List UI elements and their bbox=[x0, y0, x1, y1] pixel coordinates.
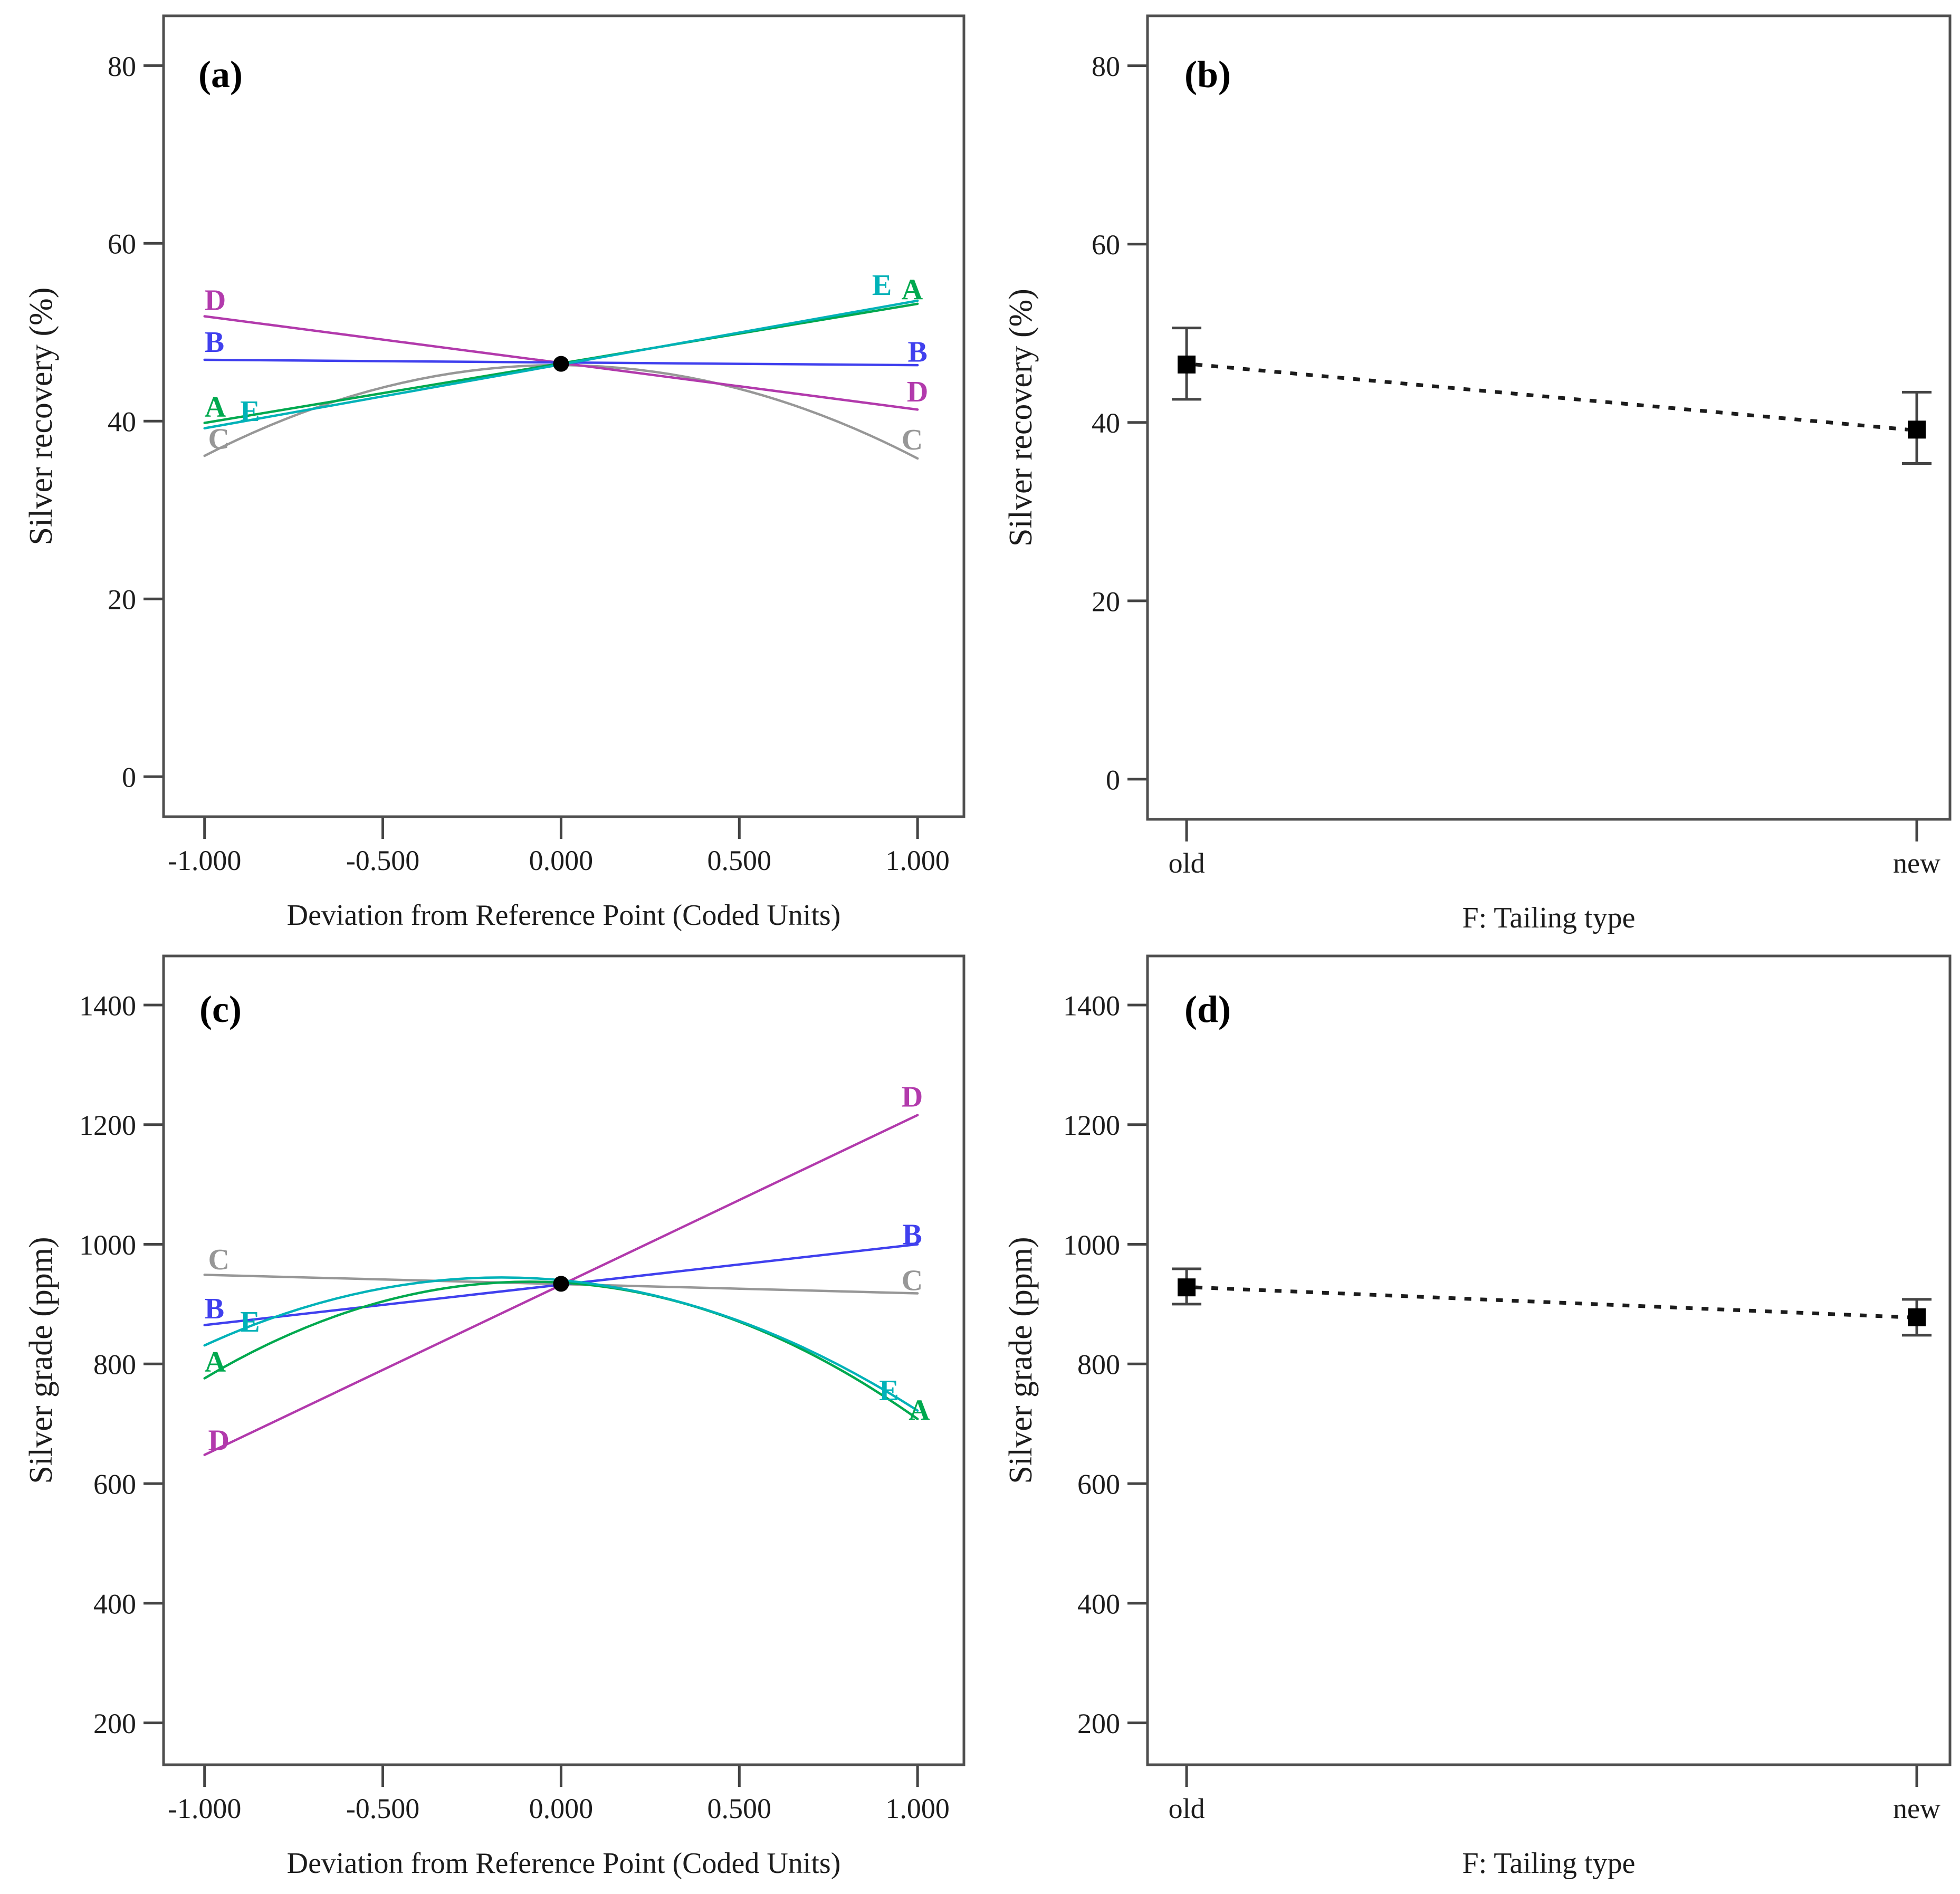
plot-border bbox=[162, 14, 965, 818]
x-axis-title: F: Tailing type bbox=[1462, 1847, 1636, 1880]
x-tick-label: -1.000 bbox=[168, 845, 241, 876]
connector-line bbox=[1195, 1285, 1908, 1319]
y-axis-title: Silver recovery (%) bbox=[1003, 289, 1039, 547]
x-tick-label: 1.000 bbox=[885, 845, 950, 876]
line-label-C: C bbox=[902, 424, 923, 456]
x-axis-title: Deviation from Reference Point (Coded Un… bbox=[287, 899, 841, 932]
series-line-C bbox=[203, 364, 919, 460]
connector-line bbox=[1195, 362, 1908, 432]
y-axis-title: Silver grade (ppm) bbox=[23, 1237, 59, 1484]
x-tick-label: 0.500 bbox=[707, 1793, 772, 1824]
panel-a: 0 20 40 60 80 -1.000 -0.500 0.000 0.500 1.000 Devi… bbox=[0, 0, 980, 947]
panel-letter: (b) bbox=[1184, 53, 1231, 95]
x-tick-label: 0.000 bbox=[529, 1793, 594, 1824]
y-tick-label: 80 bbox=[1092, 51, 1120, 82]
y-tick-label: 60 bbox=[1092, 229, 1120, 261]
y-tick-label: 600 bbox=[1077, 1469, 1120, 1500]
y-tick-label: 1000 bbox=[1063, 1229, 1120, 1261]
mean-marker bbox=[1908, 420, 1926, 439]
category-label: old bbox=[1169, 847, 1205, 879]
x-tick-label: -0.500 bbox=[346, 1793, 419, 1824]
y-tick-label: 1400 bbox=[79, 990, 136, 1021]
y-axis-title: Silver grade (ppm) bbox=[1003, 1237, 1039, 1484]
y-tick-label: 0 bbox=[1106, 764, 1120, 796]
line-label-D: D bbox=[902, 1080, 923, 1113]
line-label-E: E bbox=[240, 1306, 260, 1338]
center-point-dot bbox=[553, 356, 569, 372]
y-tick-label: 400 bbox=[1077, 1588, 1120, 1620]
line-label-D: D bbox=[205, 284, 226, 317]
line-label-B: B bbox=[205, 1293, 224, 1325]
panel-c: 200 400 600 800 1000 1200 1400 -1.000 -0.500 0.00… bbox=[0, 947, 980, 1894]
plot-border bbox=[1146, 14, 1952, 821]
category-label: new bbox=[1893, 1793, 1940, 1824]
chart-b: 0 20 40 60 80 old new F: Tailing type Silver rec… bbox=[1003, 14, 1952, 934]
chart-c: 200 400 600 800 1000 1200 1400 -1.000 -0.500 0.00… bbox=[23, 954, 965, 1880]
x-tick-label: 1.000 bbox=[885, 1793, 950, 1824]
x-axis-title: Deviation from Reference Point (Coded Un… bbox=[287, 1847, 841, 1880]
x-tick-label: 0.000 bbox=[529, 845, 594, 876]
y-tick-label: 200 bbox=[1077, 1708, 1120, 1739]
mean-marker bbox=[1908, 1308, 1926, 1326]
line-label-E: E bbox=[879, 1374, 898, 1407]
mean-marker bbox=[1178, 1278, 1196, 1297]
y-tick-label: 1000 bbox=[79, 1229, 136, 1261]
panel-letter: (c) bbox=[199, 988, 242, 1030]
x-axis-title: F: Tailing type bbox=[1462, 902, 1636, 934]
center-point-dot bbox=[553, 1276, 569, 1292]
y-tick-label: 40 bbox=[108, 406, 136, 438]
y-tick-label: 80 bbox=[108, 51, 136, 82]
mean-marker bbox=[1178, 355, 1196, 374]
plot-border bbox=[162, 954, 965, 1766]
panel-letter: (a) bbox=[198, 53, 243, 95]
y-tick-label: 200 bbox=[93, 1708, 136, 1739]
y-tick-label: 60 bbox=[108, 228, 136, 260]
line-label-A: A bbox=[205, 391, 226, 424]
chart-a: 0 20 40 60 80 -1.000 -0.500 0.000 0.500 1.000 Devi… bbox=[23, 14, 965, 932]
line-label-E: E bbox=[872, 269, 892, 302]
y-tick-label: 1200 bbox=[1063, 1109, 1120, 1141]
panel-d: 200 400 600 800 1000 1200 1400 old new F: Tailing… bbox=[980, 947, 1960, 1894]
chart-d: 200 400 600 800 1000 1200 1400 old new F: Tailing… bbox=[1003, 954, 1952, 1880]
line-label-A: A bbox=[205, 1346, 226, 1379]
x-tick-label: 0.500 bbox=[707, 845, 772, 876]
y-tick-label: 40 bbox=[1092, 407, 1120, 439]
category-label: new bbox=[1893, 847, 1940, 879]
x-tick-label: -0.500 bbox=[346, 845, 419, 876]
line-label-A: A bbox=[909, 1394, 930, 1427]
y-tick-label: 1200 bbox=[79, 1109, 136, 1141]
panel-b: 0 20 40 60 80 old new F: Tailing type Silver rec… bbox=[980, 0, 1960, 947]
y-tick-label: 800 bbox=[93, 1349, 136, 1381]
line-label-B: B bbox=[902, 1218, 922, 1251]
y-tick-label: 0 bbox=[122, 762, 136, 793]
y-tick-label: 800 bbox=[1077, 1349, 1120, 1381]
line-label-D: D bbox=[907, 376, 928, 408]
line-label-B: B bbox=[205, 326, 224, 359]
y-tick-label: 400 bbox=[93, 1588, 136, 1620]
line-label-C: C bbox=[208, 1243, 229, 1276]
category-label: old bbox=[1169, 1793, 1205, 1824]
plot-border bbox=[1146, 954, 1952, 1766]
series-line-E bbox=[203, 1276, 919, 1412]
y-tick-label: 600 bbox=[93, 1469, 136, 1500]
panel-letter: (d) bbox=[1184, 988, 1231, 1030]
line-label-B: B bbox=[907, 336, 927, 368]
y-tick-label: 20 bbox=[1092, 586, 1120, 617]
y-axis-title: Silver recovery (%) bbox=[23, 288, 59, 546]
line-label-C: C bbox=[902, 1265, 923, 1297]
y-tick-label: 20 bbox=[108, 584, 136, 616]
line-label-A: A bbox=[902, 273, 923, 306]
line-label-E: E bbox=[240, 395, 260, 428]
line-label-C: C bbox=[208, 423, 229, 455]
x-tick-label: -1.000 bbox=[168, 1793, 241, 1824]
y-tick-label: 1400 bbox=[1063, 990, 1120, 1021]
line-label-D: D bbox=[208, 1424, 229, 1457]
